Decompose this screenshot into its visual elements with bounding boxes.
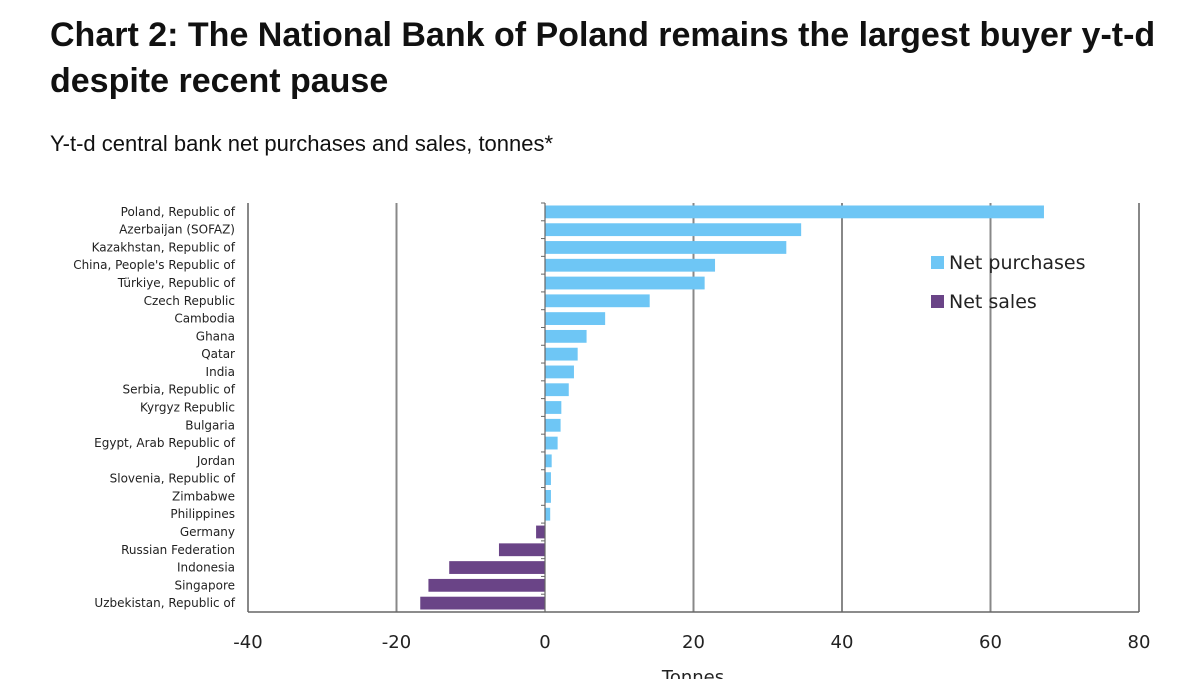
category-label-6: Czech Republic	[144, 294, 235, 308]
bar-18	[545, 507, 551, 521]
category-label-10: India	[206, 365, 235, 379]
bar-21	[449, 561, 545, 574]
category-label-23: Uzbekistan, Republic of	[94, 596, 235, 610]
category-label-19: Germany	[180, 525, 235, 539]
category-label-18: Philippines	[170, 507, 235, 521]
x-tick-label-0: -40	[233, 632, 262, 653]
chart-title: Chart 2: The National Bank of Poland rem…	[50, 16, 1156, 100]
x-tick-label-6: 80	[1128, 632, 1151, 653]
category-label-8: Ghana	[196, 329, 235, 343]
category-label-9: Qatar	[201, 347, 235, 361]
bar-16	[545, 472, 551, 486]
bar-7	[545, 312, 606, 325]
category-label-16: Slovenia, Republic of	[110, 472, 236, 486]
bar-13	[545, 418, 561, 432]
category-labels: Poland, Republic of Azerbaijan (SOFAZ) Kaz…	[73, 205, 236, 610]
x-tick-label-4: 40	[831, 632, 854, 653]
axes	[248, 202, 1139, 613]
bars	[420, 205, 1044, 610]
category-label-15: Jordan	[196, 454, 235, 468]
bar-14	[545, 436, 558, 450]
x-tick-label-5: 60	[979, 632, 1002, 653]
bar-3	[545, 241, 787, 254]
bar-8	[545, 329, 587, 343]
legend-label-net-purchases: Net purchases	[949, 252, 1086, 274]
legend-swatch-net-sales	[931, 295, 944, 308]
bar-23	[420, 596, 545, 610]
category-label-14: Egypt, Arab Republic of	[94, 436, 236, 450]
legend-label-net-sales: Net sales	[949, 291, 1037, 313]
x-tick-label-3: 20	[682, 632, 705, 653]
bar-6	[545, 294, 650, 308]
bar-15	[545, 454, 552, 468]
legend-swatch-net-purchases	[931, 256, 944, 269]
x-axis-title: Tonnes	[661, 667, 724, 679]
category-label-13: Bulgaria	[185, 418, 235, 432]
legend: Net purchases Net sales	[931, 252, 1086, 313]
bar-17	[545, 490, 551, 503]
x-tick-label-2: 0	[539, 632, 550, 653]
category-label-2: Azerbaijan (SOFAZ)	[119, 223, 235, 237]
bar-22	[428, 578, 545, 592]
bar-1	[545, 205, 1044, 219]
category-label-17: Zimbabwe	[172, 489, 235, 503]
category-label-7: Cambodia	[174, 312, 235, 326]
category-label-22: Singapore	[174, 578, 235, 592]
bar-9	[545, 347, 578, 361]
category-label-21: Indonesia	[177, 561, 235, 575]
category-label-4: China, People's Republic of	[73, 258, 236, 272]
bar-2	[545, 223, 802, 237]
bar-20	[498, 543, 545, 557]
bar-4	[545, 258, 716, 272]
chart-subtitle: Y-t-d central bank net purchases and sal…	[50, 131, 554, 156]
bar-11	[545, 383, 569, 397]
x-tick-label-1: -20	[382, 632, 411, 653]
category-label-11: Serbia, Republic of	[122, 383, 235, 397]
category-label-20: Russian Federation	[121, 543, 235, 557]
category-label-5: Türkiye, Republic of	[117, 276, 236, 290]
x-tick-labels: -40 -20 0 20 40 60 80	[233, 632, 1150, 653]
bar-12	[545, 401, 562, 414]
bar-10	[545, 365, 574, 379]
category-label-12: Kyrgyz Republic	[140, 401, 235, 415]
bar-19	[536, 525, 545, 539]
category-label-1: Poland, Republic of	[121, 205, 236, 219]
category-label-3: Kazakhstan, Republic of	[92, 240, 236, 254]
bar-5	[545, 276, 705, 290]
